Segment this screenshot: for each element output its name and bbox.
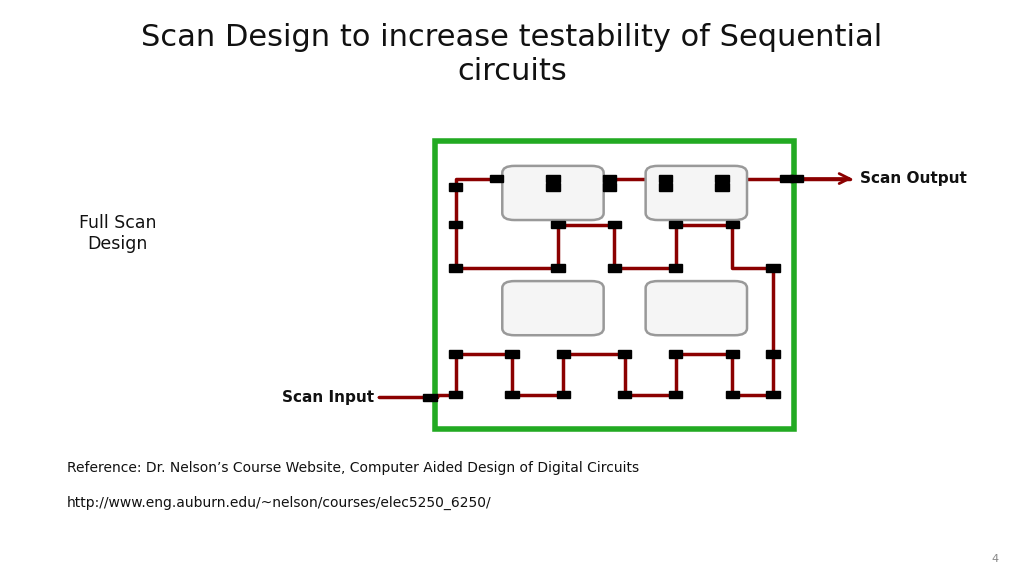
Bar [506,391,518,399]
Bar [716,175,729,182]
Bar [603,183,616,191]
Text: Scan Output: Scan Output [860,171,967,186]
Bar [670,221,682,228]
Bar [766,350,780,358]
Bar [557,391,570,399]
Bar [489,175,504,182]
Bar [547,175,560,182]
Text: Scan Input: Scan Input [282,390,374,405]
Bar [618,350,632,358]
Bar [424,394,436,401]
Bar [670,391,683,399]
Bar [607,221,621,228]
Bar [670,350,683,358]
Bar [449,221,463,228]
Bar [607,264,621,272]
Bar [766,391,780,399]
FancyBboxPatch shape [503,166,604,220]
FancyBboxPatch shape [645,281,746,335]
Bar [547,183,560,191]
Bar [670,264,682,272]
Bar [603,175,616,182]
Bar [791,175,804,182]
Bar [551,221,564,228]
Text: 4: 4 [991,555,998,564]
FancyBboxPatch shape [503,281,604,335]
Text: Reference: Dr. Nelson’s Course Website, Computer Aided Design of Digital Circuit: Reference: Dr. Nelson’s Course Website, … [67,461,639,475]
Bar [780,175,794,182]
Bar [449,391,463,399]
Bar [726,391,739,399]
FancyBboxPatch shape [645,166,746,220]
Text: Scan Design to increase testability of Sequential
circuits: Scan Design to increase testability of S… [141,23,883,86]
Bar [449,264,463,272]
Text: http://www.eng.auburn.edu/~nelson/courses/elec5250_6250/: http://www.eng.auburn.edu/~nelson/course… [67,495,492,510]
Bar [618,391,632,399]
Bar [506,350,518,358]
Bar [766,264,780,272]
Bar [659,183,673,191]
Bar [725,221,739,228]
Bar [551,264,564,272]
Bar [726,350,739,358]
Bar [557,350,570,358]
Text: Full Scan
Design: Full Scan Design [79,214,157,253]
Bar [659,175,673,182]
Bar [449,350,463,358]
Bar [716,183,729,191]
Bar [435,141,794,429]
Bar [449,183,463,191]
